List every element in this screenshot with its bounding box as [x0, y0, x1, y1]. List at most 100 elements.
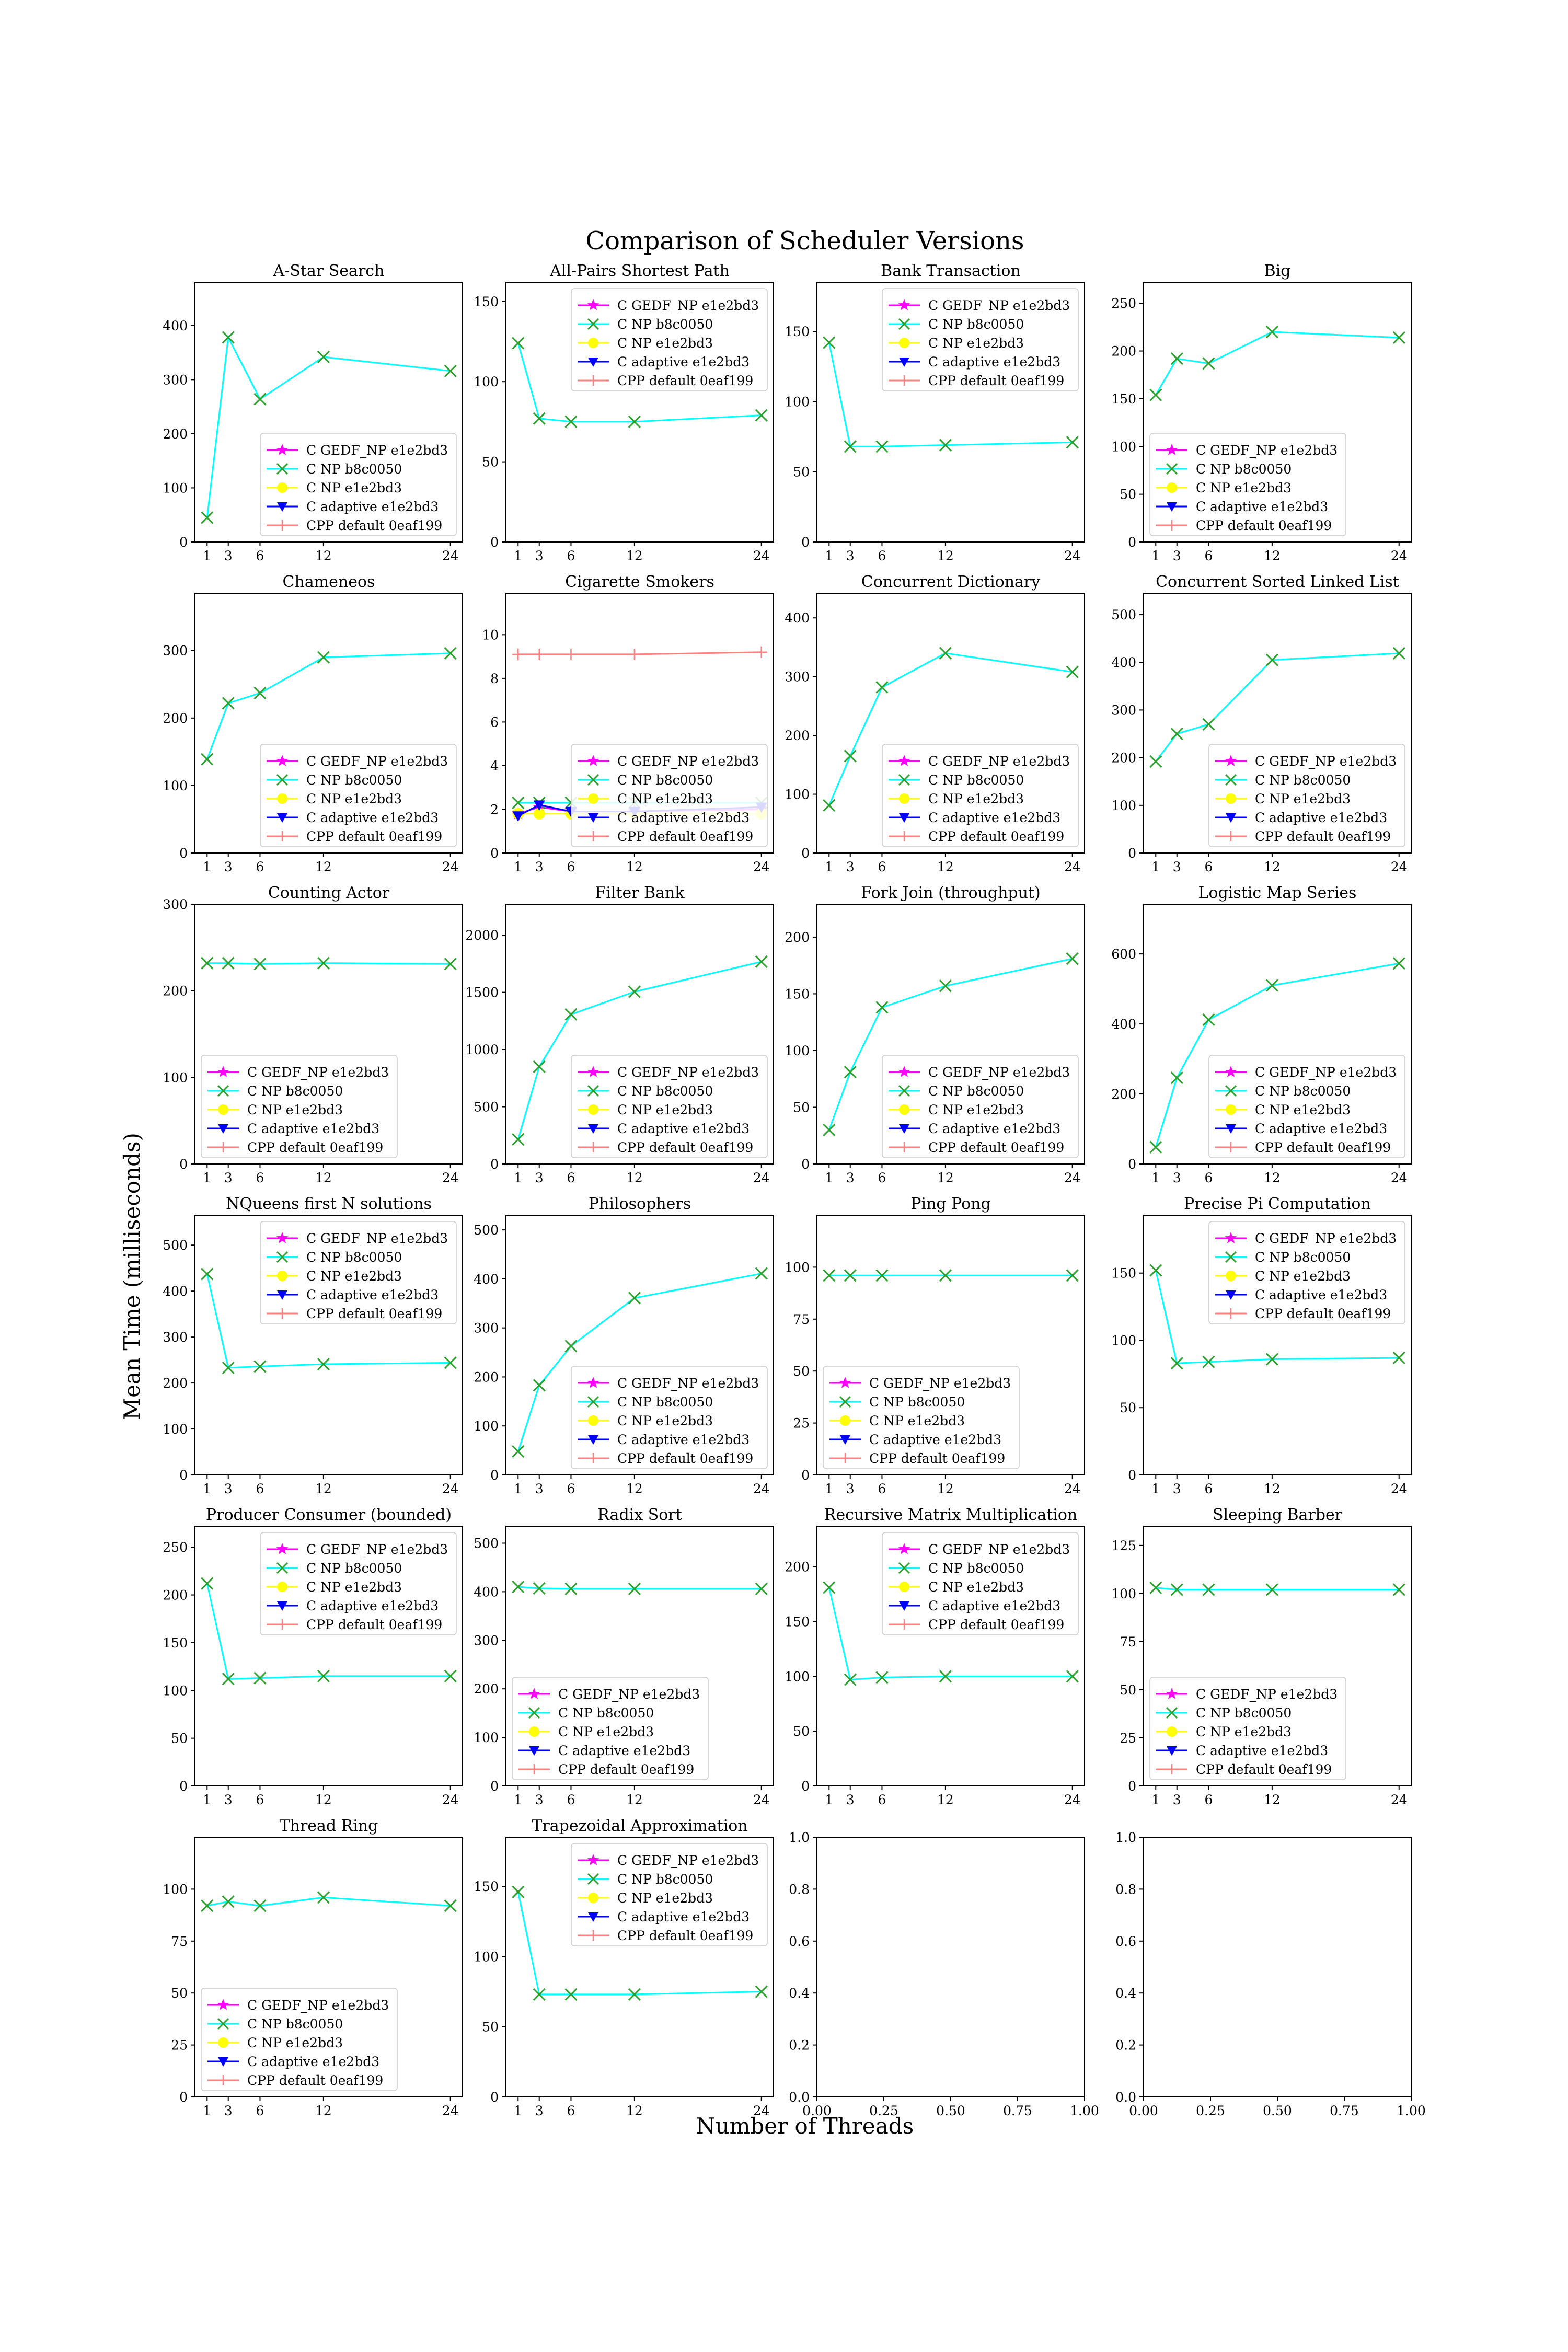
legend-swatch-marker: [1225, 755, 1237, 766]
legend: C GEDF_NP e1e2bd3 C NP b8c0050 C NP e1e2bd…: [571, 1055, 768, 1158]
legend-label: CPP default 0eaf199: [928, 1617, 1064, 1632]
legend-item-c-gedf-np-e1e2bd3: C GEDF_NP e1e2bd3: [1156, 1687, 1338, 1702]
legend: C GEDF_NP e1e2bd3 C NP b8c0050 C NP e1e2bd…: [882, 744, 1079, 847]
legend-label: C NP e1e2bd3: [1255, 1102, 1351, 1117]
subplot-concurrent-dictionary: Concurrent Dictionary 1 3 6 12 24 0 100 200 300 40…: [785, 573, 1085, 874]
legend-item-c-np-e1e2bd3: C NP e1e2bd3: [518, 1724, 654, 1739]
y-tick-label: 100: [163, 1422, 188, 1437]
legend-item-c-gedf-np-e1e2bd3: C GEDF_NP e1e2bd3: [1156, 443, 1338, 458]
legend-swatch-marker: [218, 1124, 228, 1134]
legend-box: [201, 1988, 398, 2091]
x-tick-label: 24: [1064, 548, 1081, 563]
legend-item-cpp-default-0eaf199: CPP default 0eaf199: [889, 373, 1064, 388]
y-tick-label: 400: [1111, 655, 1136, 670]
y-tick-label: 50: [482, 455, 499, 470]
data-point-marker: [512, 796, 525, 810]
legend-label: C adaptive e1e2bd3: [1255, 1287, 1387, 1302]
x-tick-label: 12: [937, 1170, 954, 1185]
x-tick-label: 24: [442, 2103, 459, 2118]
legend-item-c-np-b8c0050: C NP b8c0050: [267, 773, 402, 788]
legend-swatch-marker: [1166, 444, 1178, 455]
x-tick-label: 24: [1064, 859, 1081, 874]
data-point-marker: [1066, 436, 1079, 449]
series-c-np-b8c0050: [512, 955, 768, 1146]
data-point-marker: [201, 1267, 214, 1281]
legend-item-c-np-b8c0050: C NP b8c0050: [889, 1561, 1024, 1576]
legend-label: C adaptive e1e2bd3: [928, 1121, 1060, 1136]
legend-swatch-marker: [588, 375, 598, 386]
y-tick-label: 200: [163, 426, 188, 442]
legend-box: [1149, 1677, 1346, 1780]
x-tick-label: 3: [1173, 1170, 1181, 1185]
legend-swatch-marker: [588, 1415, 598, 1426]
legend: C GEDF_NP e1e2bd3 C NP b8c0050 C NP e1e2bd…: [882, 1055, 1079, 1158]
data-point-marker: [1265, 653, 1278, 666]
x-tick-label: 1: [203, 859, 211, 874]
legend-label: C GEDF_NP e1e2bd3: [558, 1687, 700, 1702]
legend-label: C NP b8c0050: [617, 1083, 713, 1099]
x-tick-label: 24: [1391, 1792, 1408, 1807]
y-tick-label: 0.4: [789, 1986, 810, 2001]
legend-swatch-marker: [899, 813, 909, 823]
legend-swatch-marker: [1166, 463, 1178, 475]
legend-item-c-adaptive-e1e2bd3: C adaptive e1e2bd3: [889, 810, 1060, 825]
x-tick-label: 12: [1264, 1481, 1281, 1496]
legend-box: [571, 1366, 768, 1469]
x-tick-label: 1: [514, 859, 522, 874]
y-tick-label: 300: [785, 670, 810, 685]
legend-label: C NP b8c0050: [306, 1250, 402, 1265]
legend-item-cpp-default-0eaf199: CPP default 0eaf199: [578, 373, 753, 388]
legend-swatch-marker: [276, 444, 289, 455]
data-point-marker: [1265, 1583, 1278, 1596]
data-point-marker: [317, 1357, 330, 1371]
data-point-marker: [1170, 727, 1183, 741]
legend-item-c-adaptive-e1e2bd3: C adaptive e1e2bd3: [889, 354, 1060, 370]
data-point-marker: [844, 1066, 857, 1079]
y-tick-label: 0.8: [1115, 1882, 1136, 1897]
legend-item-c-gedf-np-e1e2bd3: C GEDF_NP e1e2bd3: [578, 1853, 759, 1868]
legend-label: C adaptive e1e2bd3: [617, 354, 750, 370]
legend-label: C NP e1e2bd3: [1196, 480, 1292, 495]
legend-label: C NP e1e2bd3: [928, 791, 1024, 806]
legend-swatch-marker: [899, 1601, 909, 1611]
subplot-title: Recursive Matrix Multiplication: [824, 1506, 1077, 1524]
legend-swatch-marker: [898, 774, 910, 786]
legend-item-c-np-b8c0050: C NP b8c0050: [578, 1394, 713, 1410]
legend-box: [882, 288, 1079, 391]
legend-item-c-adaptive-e1e2bd3: C adaptive e1e2bd3: [889, 1121, 1060, 1136]
legend-item-cpp-default-0eaf199: CPP default 0eaf199: [1215, 829, 1391, 844]
legend: C GEDF_NP e1e2bd3 C NP b8c0050 C NP e1e2bd…: [260, 744, 457, 847]
legend-swatch-marker: [218, 2037, 228, 2048]
legend-swatch-marker: [277, 1271, 287, 1281]
legend-swatch-marker: [1226, 793, 1236, 804]
legend-label: C NP b8c0050: [617, 1872, 713, 1887]
legend-swatch-marker: [276, 1543, 289, 1554]
legend-label: C NP b8c0050: [1255, 1083, 1351, 1099]
y-tick-label: 0: [179, 1157, 188, 1172]
x-tick-label: 0.00: [1129, 2103, 1158, 2118]
legend-item-c-adaptive-e1e2bd3: C adaptive e1e2bd3: [829, 1432, 1001, 1447]
y-tick-label: 100: [163, 1882, 188, 1897]
legend-swatch-marker: [588, 1142, 598, 1152]
legend-box: [1149, 433, 1346, 536]
x-tick-label: 24: [442, 1170, 459, 1185]
legend-item-c-np-b8c0050: C NP b8c0050: [889, 773, 1024, 788]
legend-item-c-adaptive-e1e2bd3: C adaptive e1e2bd3: [1215, 1287, 1387, 1302]
subplot-a-star-search: A-Star Search 1 3 6 12 24 0 100 200 300 400 C GEDF_…: [163, 262, 463, 563]
y-tick-label: 0.2: [1115, 2038, 1136, 2053]
x-tick-label: 24: [442, 1792, 459, 1807]
x-tick-label: 6: [878, 1170, 886, 1185]
data-point-marker: [512, 1581, 525, 1594]
legend-label: C NP b8c0050: [306, 1561, 402, 1576]
legend-label: C GEDF_NP e1e2bd3: [617, 1853, 759, 1868]
legend-item-cpp-default-0eaf199: CPP default 0eaf199: [267, 1306, 442, 1321]
x-tick-label: 12: [937, 548, 954, 563]
legend-item-cpp-default-0eaf199: CPP default 0eaf199: [889, 1617, 1064, 1632]
legend-swatch-marker: [1166, 1688, 1178, 1699]
legend-item-c-gedf-np-e1e2bd3: C GEDF_NP e1e2bd3: [207, 1065, 389, 1080]
x-tick-label: 6: [256, 548, 264, 563]
x-tick-label: 6: [878, 1481, 886, 1496]
data-point-marker: [875, 1671, 889, 1684]
legend-label: C adaptive e1e2bd3: [1255, 1121, 1387, 1136]
subplot-title: Chameneos: [283, 573, 375, 591]
